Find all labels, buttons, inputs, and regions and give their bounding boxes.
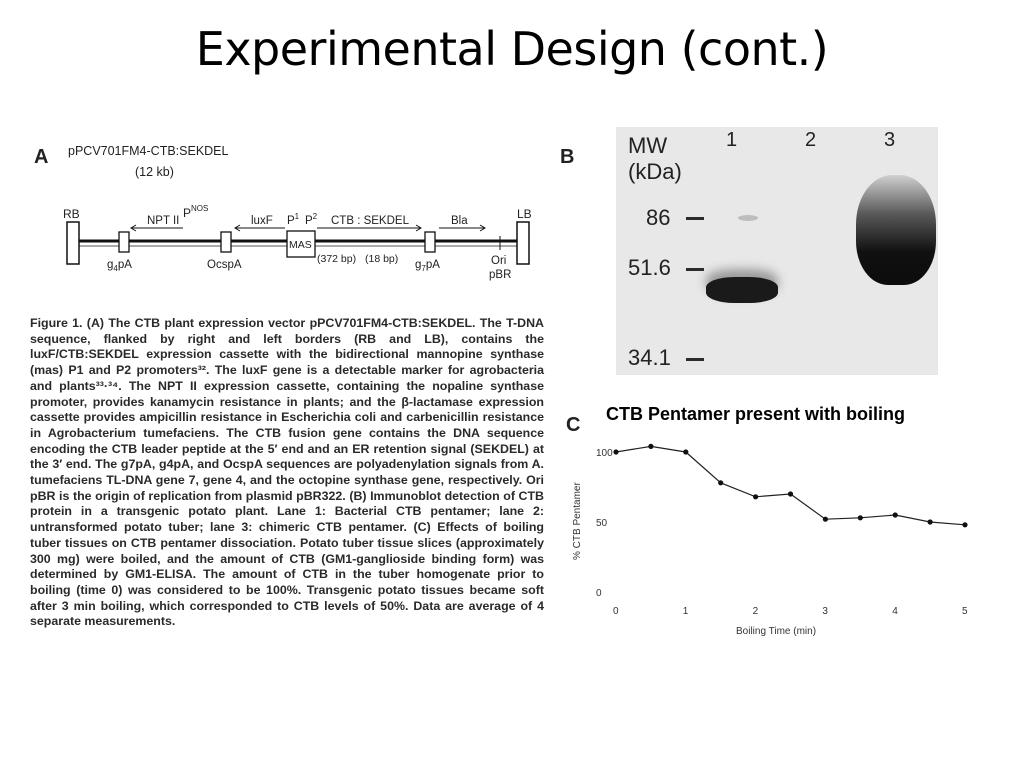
data-point — [892, 512, 898, 518]
lb-label: LB — [517, 207, 532, 221]
ocspa-box — [220, 231, 232, 253]
marker-86-tick — [686, 217, 704, 220]
lane-1-band — [706, 277, 778, 303]
data-point — [962, 522, 968, 528]
g7pa-label: g7pA — [415, 259, 440, 273]
bla-label: Bla — [451, 215, 468, 227]
lane-1-faint-band — [738, 215, 758, 221]
data-point — [718, 480, 724, 486]
kda-label: (kDa) — [628, 159, 682, 184]
marker-34-tick — [686, 358, 704, 361]
ctb-arrowhead — [415, 224, 422, 232]
luxf-arrowhead — [234, 224, 241, 232]
y-axis-label: % CTB Pentamer — [572, 482, 583, 560]
pnos-label: PNOS — [183, 204, 208, 220]
x-tick-label: 0 — [613, 606, 619, 617]
data-point — [927, 519, 933, 525]
y-tick-label: 50 — [596, 518, 608, 529]
bp372-label: (372 bp) — [317, 253, 356, 265]
x-tick-label: 5 — [962, 606, 968, 617]
chart-axes: 0 50 100 0 1 2 3 4 5 — [596, 448, 968, 617]
lb-border-box — [516, 221, 530, 265]
mas-label: MAS — [289, 239, 312, 251]
x-axis-label: Boiling Time (min) — [736, 626, 816, 637]
lane-1-label: 1 — [726, 129, 738, 151]
data-point — [822, 516, 828, 522]
data-point — [683, 449, 689, 455]
panel-c-note: CTB Pentamer present with boiling — [606, 404, 906, 424]
slide-title: Experimental Design (cont.) — [195, 22, 829, 76]
marker-86-label: 86 — [646, 205, 671, 230]
p2-label: P2 — [305, 212, 318, 227]
data-point — [613, 449, 619, 455]
x-tick-label: 3 — [822, 606, 828, 617]
mw-label: MW — [628, 133, 668, 158]
plasmid-size: (12 kb) — [135, 165, 174, 179]
g7pa-box — [424, 231, 436, 253]
rb-label: RB — [63, 207, 80, 221]
data-point — [787, 491, 794, 497]
y-tick-label: 100 — [596, 448, 613, 459]
data-point — [753, 494, 759, 500]
x-tick-label: 2 — [753, 606, 759, 617]
marker-51-tick — [686, 268, 704, 271]
y-tick-label: 0 — [596, 588, 602, 599]
p1-label: P1 — [287, 212, 300, 227]
ctb-sekdel-label: CTB : SEKDEL — [331, 215, 410, 227]
series-points — [613, 443, 968, 528]
panel-b-letter: B — [560, 146, 575, 168]
npt-arrowhead — [130, 224, 137, 232]
npt-label: NPT II — [147, 215, 179, 227]
boiling-chart: 0 50 100 0 1 2 3 4 5 Boiling Time (min) % CTB Pe… — [572, 443, 968, 637]
bla-arrowhead — [479, 224, 486, 232]
mas-box — [286, 230, 316, 258]
panel-c-letter: C — [566, 414, 581, 436]
series-line — [615, 445, 966, 526]
lane-2-label: 2 — [805, 129, 817, 151]
rb-border-box — [66, 221, 80, 265]
x-tick-label: 1 — [683, 606, 689, 617]
x-tick-label: 4 — [892, 606, 898, 617]
data-point — [857, 515, 863, 521]
ori-label: Ori — [491, 255, 506, 267]
pbr-label: pBR — [489, 269, 511, 281]
marker-34-label: 34.1 — [628, 345, 671, 370]
lane-3-band — [856, 175, 936, 285]
panel-a-letter: A — [34, 146, 49, 168]
marker-51-label: 51.6 — [628, 255, 671, 280]
lane-3-label: 3 — [884, 129, 896, 151]
immunoblot-image: MW (kDa) 1 2 3 86 51.6 34.1 — [616, 127, 938, 375]
luxf-label: luxF — [251, 215, 273, 227]
figure-caption: Figure 1. (A) The CTB plant expression v… — [30, 316, 544, 629]
g4pa-label: g4pA — [107, 259, 132, 273]
ocspa-label: OcspA — [207, 259, 242, 271]
plasmid-name: pPCV701FM4-CTB:SEKDEL — [68, 144, 229, 158]
plasmid-map: pPCV701FM4-CTB:SEKDEL (12 kb) RB LB MAS … — [63, 144, 532, 281]
g4pa-box — [118, 231, 130, 253]
data-point — [648, 443, 654, 449]
bp18-label: (18 bp) — [365, 253, 398, 265]
